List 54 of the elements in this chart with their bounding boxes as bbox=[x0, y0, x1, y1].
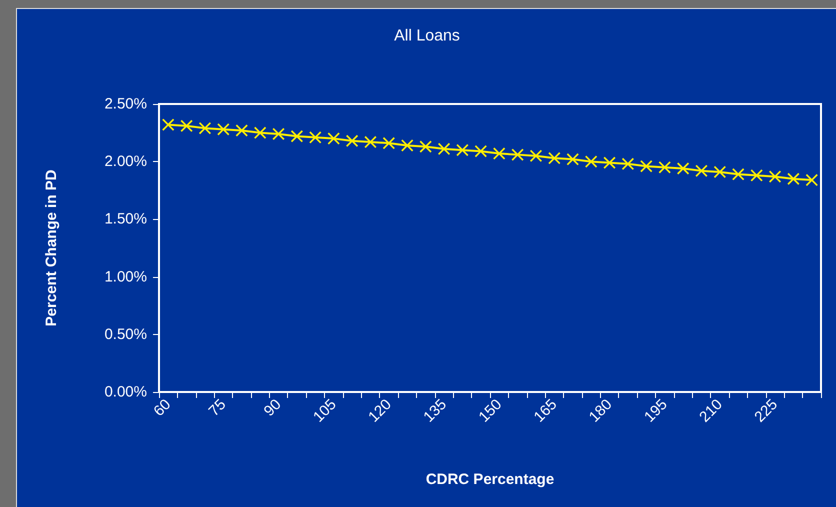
point bbox=[769, 170, 782, 183]
x-tick-label: 150 bbox=[475, 396, 506, 426]
x-axis-title: CDRC Percentage bbox=[426, 471, 554, 488]
y-tick-label: 0.50% bbox=[104, 326, 147, 343]
x-tick-label: 60 bbox=[150, 396, 174, 420]
point bbox=[750, 169, 763, 182]
point bbox=[530, 150, 542, 162]
x-tick-label: 210 bbox=[696, 396, 726, 426]
point bbox=[272, 128, 285, 140]
x-tick-label: 105 bbox=[310, 396, 340, 426]
point bbox=[420, 140, 432, 153]
point bbox=[290, 130, 303, 142]
point bbox=[309, 131, 322, 144]
x-tick-label: 195 bbox=[640, 396, 671, 426]
y-tick-label: 1.50% bbox=[104, 210, 147, 228]
point bbox=[622, 158, 634, 170]
point bbox=[512, 148, 524, 161]
point bbox=[806, 174, 818, 186]
y-axis-title: Percent Change in PD bbox=[43, 169, 60, 326]
point bbox=[493, 148, 506, 160]
point bbox=[217, 123, 230, 136]
point bbox=[346, 134, 358, 147]
point bbox=[677, 162, 690, 175]
x-tick-label: 165 bbox=[530, 396, 560, 426]
point bbox=[658, 161, 671, 174]
point bbox=[162, 118, 174, 131]
x-tick-label: 225 bbox=[751, 396, 782, 426]
point bbox=[438, 142, 450, 155]
point bbox=[364, 136, 376, 148]
point bbox=[695, 164, 708, 177]
y-tick-label: 2.50% bbox=[104, 96, 147, 112]
point bbox=[732, 168, 744, 180]
point bbox=[640, 160, 652, 172]
x-tick-label: 75 bbox=[206, 396, 230, 420]
chart-title: All Loans bbox=[394, 28, 460, 44]
y-tick-label: 0.00% bbox=[104, 384, 147, 400]
point bbox=[180, 120, 193, 132]
x-tick-label: 120 bbox=[365, 396, 395, 426]
point bbox=[198, 122, 211, 134]
point bbox=[787, 172, 800, 185]
point bbox=[714, 166, 726, 178]
point bbox=[254, 126, 266, 139]
x-tick-label: 135 bbox=[420, 396, 450, 426]
y-tick-label: 2.00% bbox=[104, 153, 147, 170]
point bbox=[585, 156, 598, 168]
point bbox=[566, 153, 579, 166]
point bbox=[548, 152, 560, 164]
x-tick-label: 180 bbox=[586, 396, 616, 426]
point bbox=[474, 145, 487, 158]
point bbox=[328, 132, 340, 145]
point bbox=[456, 144, 468, 156]
point bbox=[382, 137, 395, 150]
y-tick-label: 1.00% bbox=[104, 268, 147, 286]
x-tick-label: 90 bbox=[260, 396, 285, 420]
